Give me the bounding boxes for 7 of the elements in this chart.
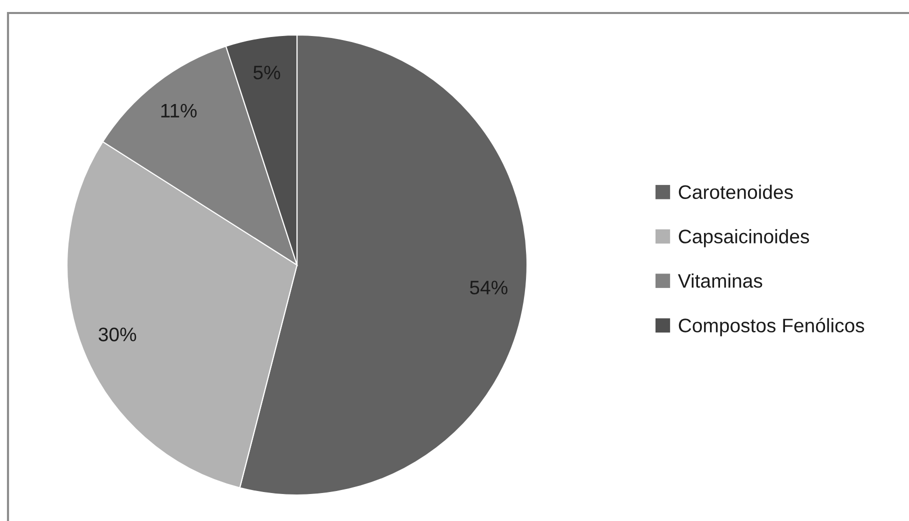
data-label: 30% [98, 328, 136, 342]
data-label: 54% [470, 280, 508, 294]
legend-label: Carotenoides [678, 184, 793, 200]
legend-label: Compostos Fenólicos [678, 318, 864, 336]
legend-label: Vitaminas [678, 274, 762, 288]
legend-label: Capsaicinoides [678, 229, 810, 248]
data-label: 11% [161, 104, 197, 118]
